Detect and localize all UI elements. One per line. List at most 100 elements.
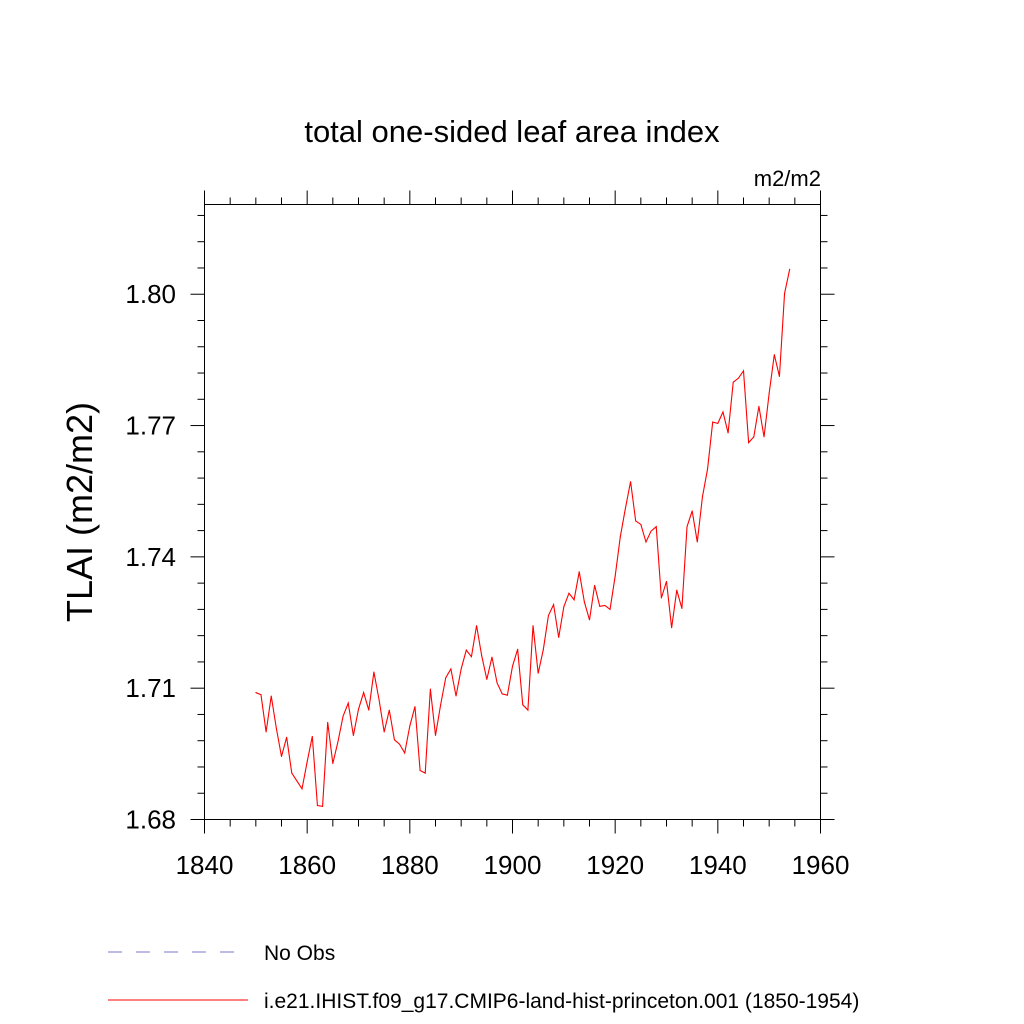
data-point xyxy=(594,584,596,586)
data-point xyxy=(589,619,590,621)
y-tick-label: 1.80 xyxy=(125,279,176,309)
data-point xyxy=(347,702,349,704)
data-point xyxy=(660,597,662,599)
data-point xyxy=(547,615,549,617)
data-point xyxy=(712,421,714,423)
data-point xyxy=(435,734,436,736)
data-point xyxy=(424,772,426,774)
data-point xyxy=(773,354,775,356)
data-point xyxy=(578,571,580,573)
data-point xyxy=(753,436,755,438)
plot-axes: 1840 1860 1880 1900 1920 1940 1960 1.68 1.71 1.74… xyxy=(125,190,850,880)
data-point xyxy=(635,520,637,522)
data-point xyxy=(640,523,642,525)
data-point xyxy=(537,672,539,674)
data-point xyxy=(532,625,534,627)
data-point xyxy=(363,692,365,694)
data-point xyxy=(681,608,683,610)
data-point xyxy=(260,694,262,696)
data-point xyxy=(778,376,780,378)
data-point xyxy=(404,752,406,754)
legend-label: No Obs xyxy=(264,942,335,965)
x-tick-label: 1960 xyxy=(792,850,850,880)
data-point xyxy=(301,788,303,790)
data-point xyxy=(727,432,729,434)
data-point xyxy=(666,580,667,582)
data-point xyxy=(732,381,734,383)
data-point xyxy=(358,708,359,710)
data-point xyxy=(378,699,380,701)
data-point xyxy=(373,671,375,673)
data-point xyxy=(296,780,298,782)
data-point xyxy=(691,510,693,512)
y-tick-label: 1.68 xyxy=(125,805,176,835)
series-line-0 xyxy=(255,269,791,808)
x-tick-label: 1840 xyxy=(176,850,234,880)
data-point xyxy=(630,481,632,483)
data-point xyxy=(768,392,770,394)
data-point xyxy=(322,805,324,807)
data-point xyxy=(265,731,267,733)
data-point xyxy=(763,436,765,438)
data-point xyxy=(522,704,524,706)
data-point xyxy=(748,442,750,444)
data-point xyxy=(306,761,308,763)
data-point xyxy=(707,468,709,470)
data-point xyxy=(311,735,313,737)
data-point xyxy=(717,422,719,424)
data-point xyxy=(368,709,370,711)
data-point xyxy=(573,599,575,601)
data-point xyxy=(599,605,601,607)
data-point xyxy=(388,709,390,711)
data-point xyxy=(512,665,513,667)
data-point xyxy=(383,731,385,733)
data-point xyxy=(784,292,786,294)
data-point xyxy=(619,536,621,538)
data-point xyxy=(460,668,462,670)
data-point xyxy=(563,606,565,608)
data-point xyxy=(393,739,395,741)
data-point xyxy=(414,706,416,708)
data-point xyxy=(686,526,688,528)
data-point xyxy=(342,715,344,717)
data-point xyxy=(568,592,570,594)
data-point xyxy=(737,377,739,379)
data-point xyxy=(399,743,401,745)
data-point xyxy=(517,648,519,650)
data-point xyxy=(496,682,498,684)
data-point xyxy=(501,693,503,695)
data-point xyxy=(476,625,478,627)
data-point xyxy=(337,741,339,743)
chart-title: total one-sided leaf area index xyxy=(304,114,720,149)
data-point xyxy=(789,268,791,270)
x-tick-label: 1880 xyxy=(381,850,439,880)
plot-frame xyxy=(204,204,821,820)
units-label: m2/m2 xyxy=(754,166,821,191)
legend: No Obs i.e21.IHIST.f09_g17.CMIP6-land-his… xyxy=(108,942,859,1013)
data-point xyxy=(722,411,724,413)
data-point xyxy=(491,656,493,658)
data-point xyxy=(429,688,431,690)
data-point xyxy=(481,655,483,657)
data-point xyxy=(655,526,657,528)
data-point xyxy=(470,656,472,658)
data-point xyxy=(440,704,442,706)
y-tick-label: 1.74 xyxy=(125,542,176,572)
data-point xyxy=(486,678,488,680)
data-point xyxy=(614,575,616,577)
data-point xyxy=(553,604,555,606)
data-point xyxy=(409,725,411,727)
data-point xyxy=(676,589,678,591)
data-point xyxy=(445,677,447,679)
data-point xyxy=(450,668,452,670)
data-point xyxy=(291,772,293,774)
data-point xyxy=(583,601,585,603)
data-point xyxy=(286,736,288,738)
data-point xyxy=(332,762,334,764)
data-point xyxy=(419,769,421,771)
x-tick-label: 1940 xyxy=(689,850,747,880)
data-point xyxy=(758,405,760,407)
data-point xyxy=(275,727,277,729)
data-point xyxy=(542,649,544,651)
